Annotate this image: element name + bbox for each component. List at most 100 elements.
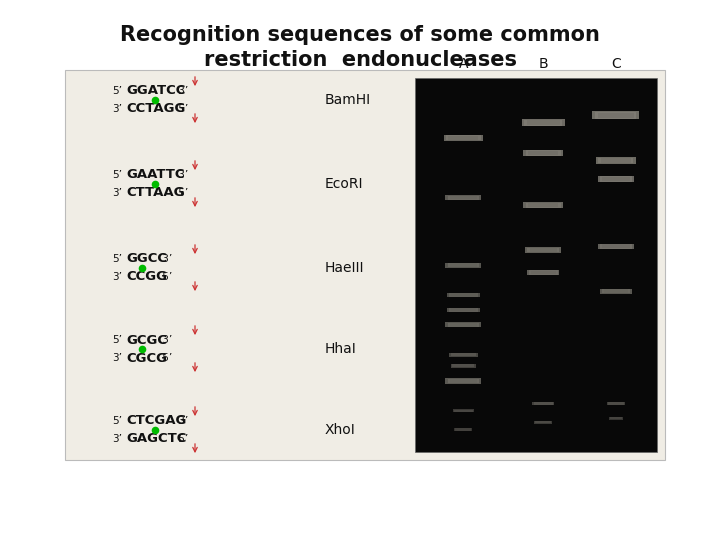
Bar (451, 308, 476, 312)
Bar (600, 289, 632, 294)
Text: 5’: 5’ (112, 170, 122, 180)
Bar (527, 270, 559, 275)
Bar (526, 247, 562, 253)
Bar (536, 421, 550, 423)
Bar (593, 111, 639, 119)
Bar (534, 421, 552, 423)
Bar (448, 379, 480, 383)
Text: 5’: 5’ (175, 434, 189, 444)
Bar (65, 70, 665, 460)
Bar (449, 293, 477, 297)
Text: 3’: 3’ (112, 353, 122, 363)
Bar (522, 119, 565, 126)
Text: 3’: 3’ (112, 434, 122, 444)
Bar (523, 150, 563, 156)
Text: A: A (459, 57, 468, 71)
Text: GAATTC: GAATTC (126, 168, 184, 181)
Text: 3’: 3’ (112, 272, 122, 282)
Text: 5’: 5’ (112, 335, 122, 345)
Text: CGCG: CGCG (126, 352, 167, 365)
Bar (446, 378, 482, 384)
Bar (448, 323, 480, 327)
Text: GGATCC: GGATCC (126, 84, 185, 98)
Bar (446, 195, 482, 200)
Bar (450, 379, 477, 383)
Bar (526, 150, 561, 156)
Bar (452, 364, 474, 367)
Bar (524, 120, 562, 126)
Bar (600, 177, 631, 181)
Text: 5’: 5’ (112, 86, 122, 96)
Bar (593, 111, 639, 119)
Bar (610, 417, 622, 420)
Bar (446, 262, 482, 267)
Bar (596, 157, 636, 164)
Text: CTCGAG: CTCGAG (126, 415, 186, 428)
Bar (603, 289, 628, 293)
Text: 5’: 5’ (159, 272, 172, 282)
Bar (598, 158, 634, 163)
Text: 5’: 5’ (175, 188, 189, 198)
Bar (456, 429, 470, 430)
Bar (449, 308, 477, 312)
Text: 3’: 3’ (175, 86, 189, 96)
Text: GAGCTC: GAGCTC (126, 433, 186, 446)
Bar (450, 323, 477, 327)
Text: 3’: 3’ (159, 254, 172, 264)
Bar (455, 410, 472, 412)
Text: EcoRI: EcoRI (325, 177, 364, 191)
Text: CCTAGG: CCTAGG (126, 103, 185, 116)
Bar (530, 248, 557, 252)
Text: 3’: 3’ (112, 188, 122, 198)
Bar (602, 177, 629, 181)
Bar (598, 176, 634, 182)
Bar (528, 203, 558, 207)
Text: XhoI: XhoI (325, 423, 356, 437)
Bar (452, 353, 474, 356)
Bar (596, 157, 636, 164)
Bar (415, 78, 657, 452)
Bar (448, 195, 480, 200)
Bar (526, 247, 562, 253)
Bar (523, 202, 563, 208)
Bar (454, 364, 473, 367)
Bar (527, 270, 559, 275)
Text: 3’: 3’ (159, 335, 172, 345)
Bar (534, 421, 552, 423)
Bar (528, 151, 558, 155)
Bar (456, 428, 472, 431)
Text: 3’: 3’ (175, 170, 189, 180)
Bar (608, 417, 623, 420)
Bar (528, 248, 559, 252)
Bar (608, 417, 623, 420)
Bar (602, 245, 629, 248)
Bar (535, 402, 552, 404)
Text: HaeIII: HaeIII (325, 261, 364, 275)
Bar (533, 402, 554, 405)
Text: CTTAAG: CTTAAG (126, 186, 184, 199)
Text: 5’: 5’ (175, 104, 189, 114)
Bar (450, 196, 477, 199)
Bar (451, 353, 476, 356)
Bar (602, 289, 630, 293)
Bar (600, 158, 631, 163)
Bar (447, 308, 480, 312)
Bar (598, 244, 634, 249)
Bar (447, 293, 480, 297)
Bar (454, 409, 473, 412)
Bar (446, 378, 482, 384)
Bar (449, 136, 479, 140)
Bar (444, 135, 483, 141)
Bar (536, 421, 552, 423)
Bar (446, 322, 482, 327)
Bar (523, 202, 563, 208)
Text: CCGG: CCGG (126, 271, 167, 284)
Bar (522, 119, 565, 126)
Bar (529, 271, 557, 275)
Text: B: B (539, 57, 548, 71)
Text: GGCC: GGCC (126, 253, 167, 266)
Bar (600, 289, 632, 294)
Text: HhaI: HhaI (325, 342, 356, 356)
Bar (531, 271, 556, 274)
Bar (446, 322, 482, 327)
